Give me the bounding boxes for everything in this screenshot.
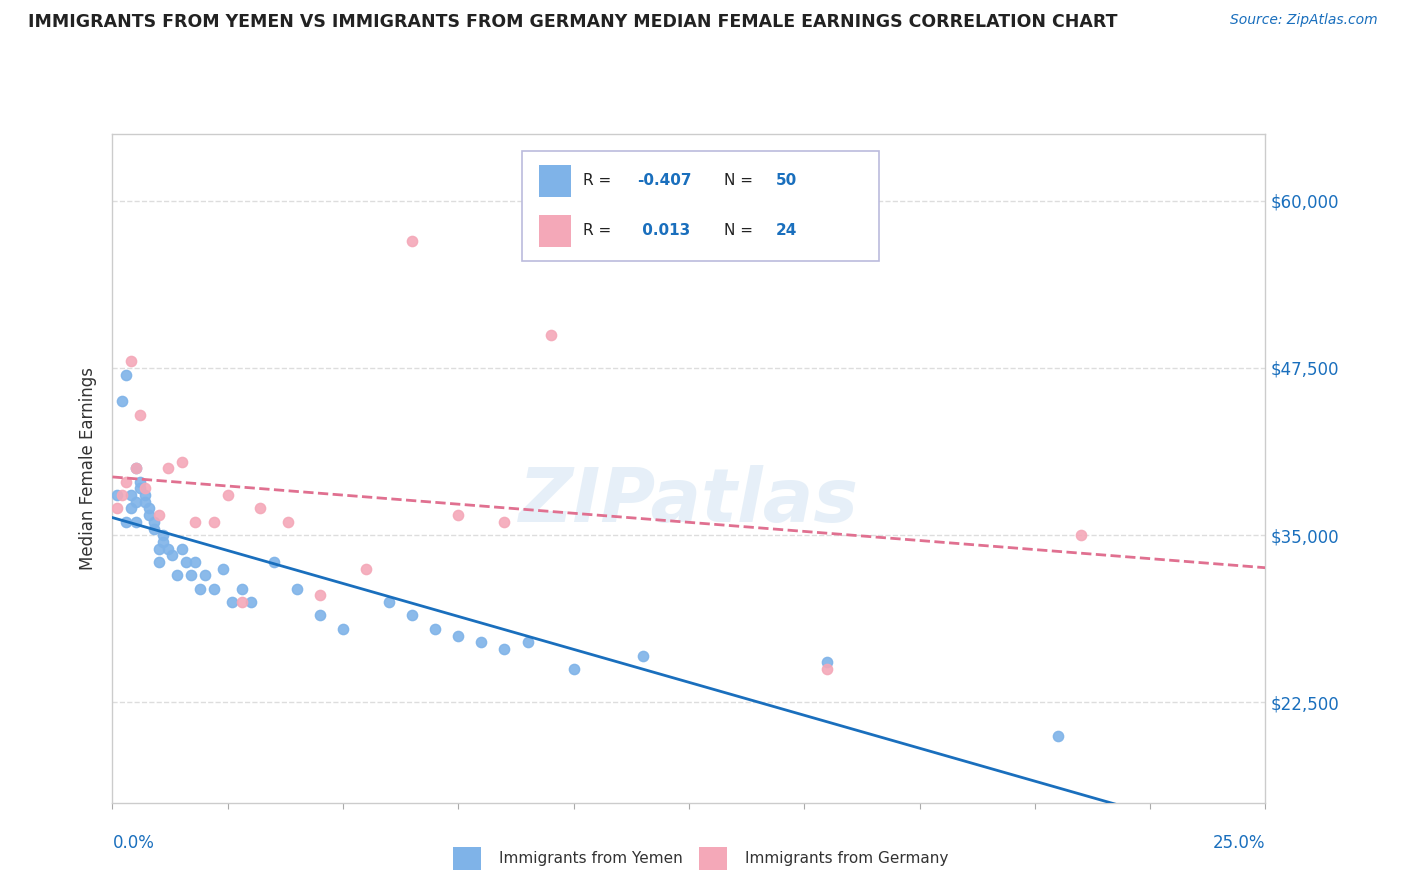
Point: [134, 494, 156, 508]
Y-axis label: Median Female Earnings: Median Female Earnings: [79, 367, 97, 570]
Point: [277, 515, 299, 529]
Point: [120, 501, 142, 516]
Point: [263, 555, 285, 569]
Text: R =: R =: [583, 223, 616, 238]
Point: [239, 595, 262, 609]
Point: [194, 568, 217, 582]
Point: [231, 595, 253, 609]
Point: [138, 501, 160, 516]
Point: [309, 608, 332, 623]
Point: [115, 368, 138, 382]
Point: [1070, 528, 1092, 542]
Point: [815, 662, 838, 676]
Text: N =: N =: [724, 173, 758, 188]
Point: [120, 354, 142, 368]
Bar: [699, 847, 727, 870]
Text: 25.0%: 25.0%: [1213, 834, 1265, 852]
Point: [138, 508, 160, 523]
Point: [124, 461, 146, 475]
Point: [540, 327, 562, 342]
Text: Source: ZipAtlas.com: Source: ZipAtlas.com: [1230, 13, 1378, 28]
Point: [124, 515, 146, 529]
Point: [148, 555, 170, 569]
Point: [815, 655, 838, 669]
Text: 24: 24: [776, 223, 797, 238]
Point: [309, 589, 332, 603]
Point: [494, 515, 516, 529]
Point: [170, 541, 193, 556]
Point: [174, 555, 197, 569]
Point: [184, 515, 207, 529]
Text: ZIPatlas: ZIPatlas: [519, 466, 859, 538]
Point: [425, 622, 447, 636]
Point: [129, 408, 152, 422]
Point: [162, 548, 184, 563]
Point: [129, 475, 152, 489]
Point: [134, 488, 156, 502]
Point: [152, 535, 174, 549]
Text: R =: R =: [583, 173, 616, 188]
Bar: [538, 165, 571, 197]
Point: [188, 582, 211, 596]
Point: [221, 595, 243, 609]
Point: [148, 508, 170, 523]
Point: [166, 568, 188, 582]
FancyBboxPatch shape: [522, 151, 879, 261]
Point: [170, 455, 193, 469]
Text: Immigrants from Germany: Immigrants from Germany: [745, 851, 949, 865]
Point: [401, 234, 423, 248]
Text: Immigrants from Yemen: Immigrants from Yemen: [499, 851, 683, 865]
Point: [115, 475, 138, 489]
Point: [447, 508, 470, 523]
Point: [124, 494, 146, 508]
Point: [156, 541, 179, 556]
Text: N =: N =: [724, 223, 758, 238]
Point: [401, 608, 423, 623]
Point: [180, 568, 202, 582]
Point: [354, 562, 377, 576]
Point: [111, 394, 134, 409]
Point: [378, 595, 401, 609]
Bar: [538, 215, 571, 247]
Point: [120, 488, 142, 502]
Point: [129, 482, 152, 496]
Text: IMMIGRANTS FROM YEMEN VS IMMIGRANTS FROM GERMANY MEDIAN FEMALE EARNINGS CORRELAT: IMMIGRANTS FROM YEMEN VS IMMIGRANTS FROM…: [28, 13, 1118, 31]
Text: 0.0%: 0.0%: [112, 834, 155, 852]
Point: [202, 582, 225, 596]
Point: [494, 642, 516, 657]
Point: [156, 461, 179, 475]
Bar: [453, 847, 481, 870]
Point: [115, 515, 138, 529]
Text: 0.013: 0.013: [637, 223, 690, 238]
Point: [134, 482, 156, 496]
Point: [124, 461, 146, 475]
Point: [111, 488, 134, 502]
Text: -0.407: -0.407: [637, 173, 692, 188]
Point: [143, 521, 166, 535]
Point: [202, 515, 225, 529]
Text: 50: 50: [776, 173, 797, 188]
Point: [1046, 729, 1069, 743]
Point: [447, 628, 470, 642]
Point: [562, 662, 585, 676]
Point: [470, 635, 492, 649]
Point: [212, 562, 235, 576]
Point: [152, 528, 174, 542]
Point: [184, 555, 207, 569]
Point: [105, 488, 128, 502]
Point: [516, 635, 538, 649]
Point: [285, 582, 308, 596]
Point: [332, 622, 354, 636]
Point: [217, 488, 239, 502]
Point: [231, 582, 253, 596]
Point: [105, 501, 128, 516]
Point: [143, 515, 166, 529]
Point: [148, 541, 170, 556]
Point: [249, 501, 271, 516]
Point: [631, 648, 654, 663]
